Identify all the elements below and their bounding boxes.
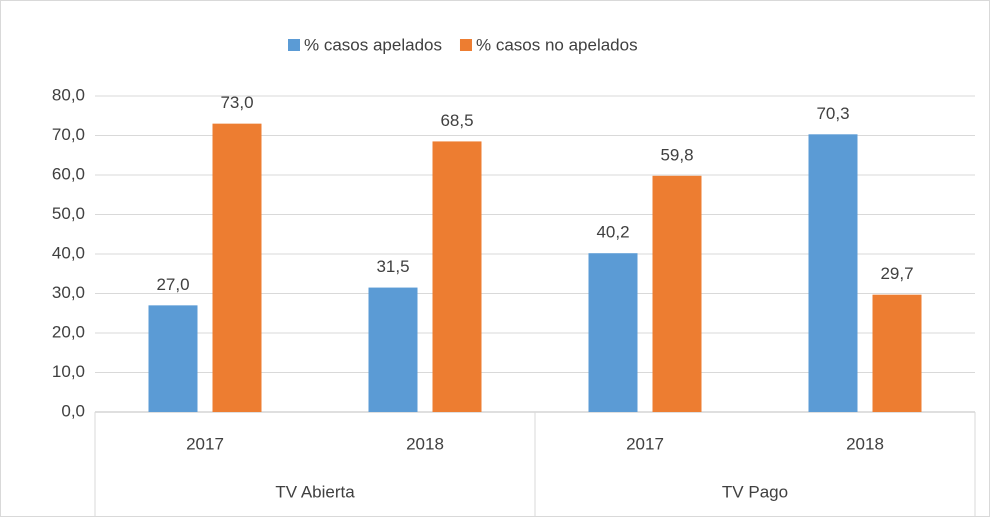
data-label: 40,2	[596, 223, 629, 242]
y-tick-label: 80,0	[52, 85, 85, 104]
data-label: 29,7	[880, 264, 913, 283]
group-label: TV Pago	[722, 482, 788, 501]
y-tick-label: 10,0	[52, 362, 85, 381]
legend-label: % casos apelados	[304, 35, 442, 54]
bar	[432, 141, 482, 413]
y-tick-label: 20,0	[52, 322, 85, 341]
x-tick-label: 2018	[846, 434, 884, 453]
x-tick-label: 2017	[186, 434, 224, 453]
data-label: 59,8	[660, 145, 693, 164]
y-tick-label: 30,0	[52, 283, 85, 302]
legend-swatch	[459, 39, 472, 51]
data-label: 31,5	[376, 257, 409, 276]
bar	[212, 123, 262, 413]
data-label: 27,0	[156, 275, 189, 294]
y-tick-label: 0,0	[61, 401, 85, 420]
bar	[872, 294, 922, 412]
bar	[588, 253, 638, 412]
y-tick-label: 70,0	[52, 125, 85, 144]
bar	[368, 287, 418, 412]
x-tick-label: 2018	[406, 434, 444, 453]
bar	[808, 134, 858, 412]
x-tick-label: 2017	[626, 434, 664, 453]
legend-label: % casos no apelados	[476, 35, 638, 54]
bar	[148, 305, 198, 412]
bar	[652, 175, 702, 412]
y-tick-label: 40,0	[52, 243, 85, 262]
y-tick-label: 50,0	[52, 204, 85, 223]
data-label: 73,0	[220, 93, 253, 112]
data-label: 70,3	[816, 104, 849, 123]
group-label: TV Abierta	[275, 482, 355, 501]
y-tick-label: 60,0	[52, 164, 85, 183]
data-label: 68,5	[440, 111, 473, 130]
legend-swatch	[288, 39, 300, 51]
